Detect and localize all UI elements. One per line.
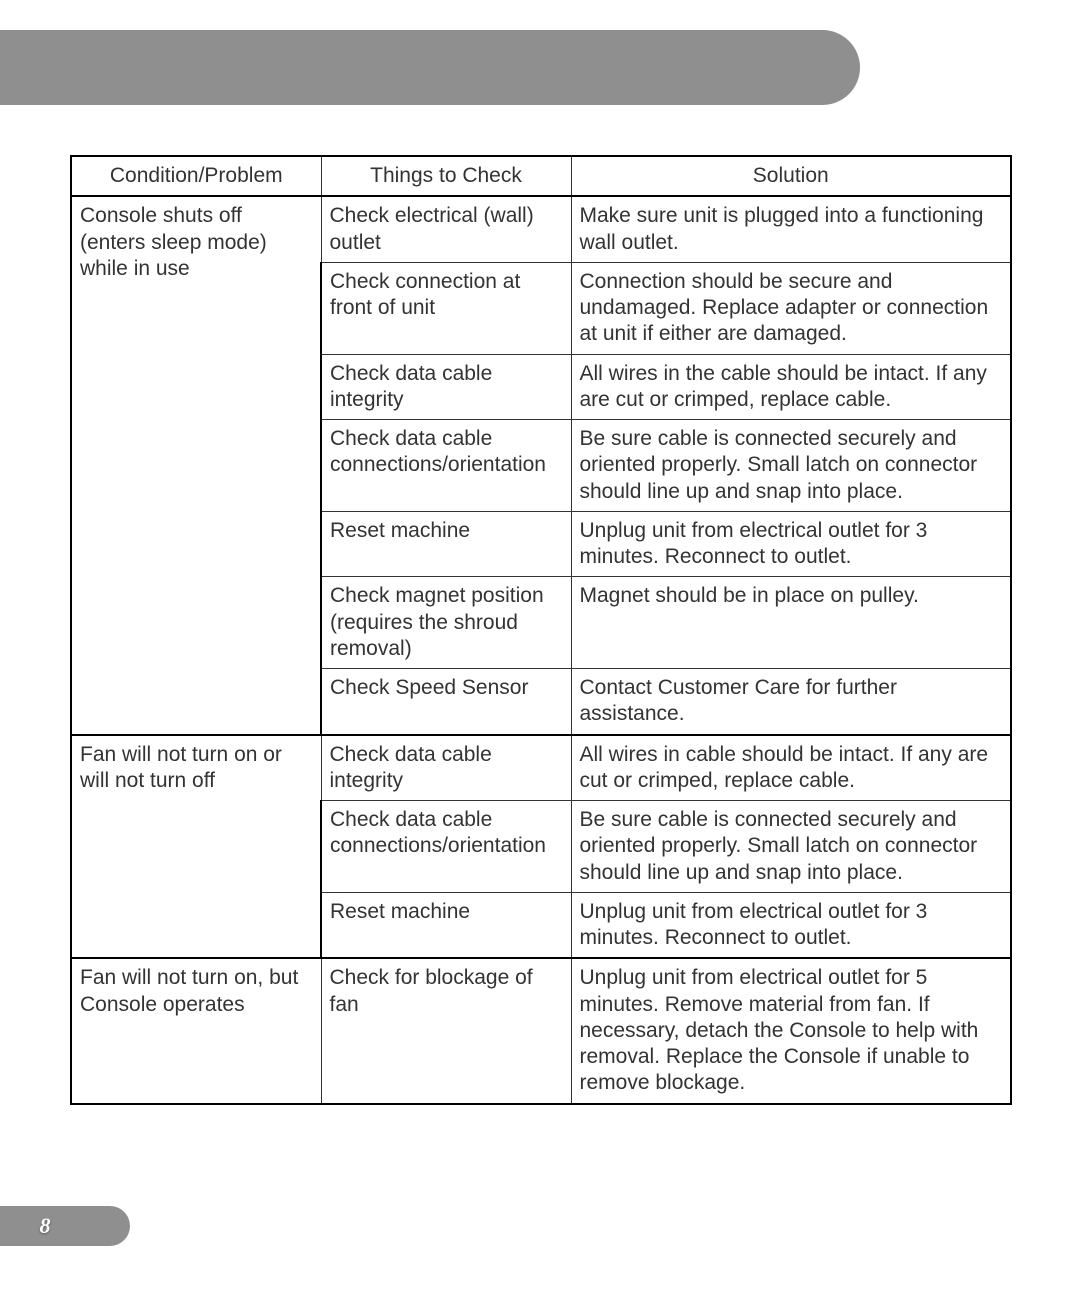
check-cell: Check electrical (wall) outlet [321,196,571,262]
troubleshooting-table-wrap: Condition/Problem Things to Check Soluti… [70,155,1010,1105]
table-row: Fan will not turn on or will not turn of… [71,735,1011,801]
condition-cell: Console shuts off (enters sleep mode) wh… [71,196,321,734]
page-number: 8 [40,1213,51,1239]
solution-cell: Be sure cable is connected securely and … [571,420,1011,512]
solution-cell: Unplug unit from electrical outlet for 3… [571,892,1011,958]
check-cell: Check for blockage of fan [321,958,571,1103]
solution-cell: Connection should be secure and undamage… [571,262,1011,354]
check-cell: Reset machine [321,892,571,958]
header-band [0,30,860,105]
solution-cell: Make sure unit is plugged into a functio… [571,196,1011,262]
check-cell: Check Speed Sensor [321,669,571,735]
check-cell: Check data cable connections/orientation [321,801,571,893]
table-header-row: Condition/Problem Things to Check Soluti… [71,156,1011,196]
solution-cell: All wires in cable should be intact. If … [571,735,1011,801]
check-cell: Reset machine [321,511,571,577]
solution-cell: Unplug unit from electrical outlet for 3… [571,511,1011,577]
check-cell: Check data cable integrity [321,354,571,420]
check-cell: Check magnet position (requires the shro… [321,577,571,669]
condition-cell: Fan will not turn on, but Console operat… [71,958,321,1103]
check-cell: Check connection at front of unit [321,262,571,354]
page-number-badge: 8 [0,1206,130,1246]
solution-cell: Magnet should be in place on pulley. [571,577,1011,669]
table-row: Fan will not turn on, but Console operat… [71,958,1011,1103]
col-header-condition: Condition/Problem [71,156,321,196]
table-row: Console shuts off (enters sleep mode) wh… [71,196,1011,262]
check-cell: Check data cable connections/orientation [321,420,571,512]
solution-cell: Contact Customer Care for further assist… [571,669,1011,735]
check-cell: Check data cable integrity [321,735,571,801]
troubleshooting-table: Condition/Problem Things to Check Soluti… [70,155,1012,1105]
col-header-check: Things to Check [321,156,571,196]
solution-cell: Unplug unit from electrical outlet for 5… [571,958,1011,1103]
col-header-solution: Solution [571,156,1011,196]
condition-cell: Fan will not turn on or will not turn of… [71,735,321,959]
solution-cell: Be sure cable is connected securely and … [571,801,1011,893]
solution-cell: All wires in the cable should be intact.… [571,354,1011,420]
